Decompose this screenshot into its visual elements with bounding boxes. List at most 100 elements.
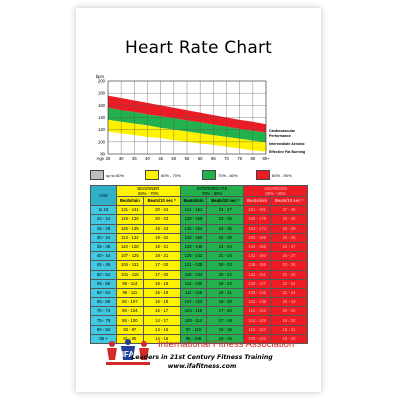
table-body: to 19 121 - 141 20 - 24 141 - 161 24 - 27 161… (89, 205, 309, 345)
table-row: 40 - 44 107 - 125 18 - 21 125 - 142 21 - 24 1… (89, 251, 309, 262)
legend-swatch (90, 170, 104, 180)
age-cell: 60 - 64 (89, 287, 118, 299)
table-row: 65 - 69 92 - 107 15 - 18 107 - 122 18 - 20 12… (89, 297, 309, 308)
rate-cell: 24 - 27 (269, 241, 309, 253)
rate-cell: 14 - 17 (142, 315, 181, 326)
rate-cell: 111 - 126 (179, 287, 208, 299)
legend-item: up to 60% (90, 170, 124, 180)
legend-label: 80% - 90% (272, 172, 292, 178)
rate-cell: 22 - 24 (269, 278, 309, 289)
age-cell: 70 - 74 (89, 306, 118, 317)
rate-cell: 132 - 150 (179, 232, 208, 243)
rate-cell: 118 - 134 (179, 269, 208, 280)
rate-cell: 23 - 26 (269, 260, 309, 271)
age-cell: 80 - 84 (89, 324, 118, 335)
rate-cell: 14 - 16 (142, 324, 181, 335)
rate-cell: 22 - 25 (269, 269, 309, 280)
rate-cell: 113 - 132 (116, 232, 144, 243)
legend-label: up to 60% (106, 172, 125, 178)
heart-rate-table: AGE BEGINNER 60% - 70% INTERMEDIATE 70% … (89, 184, 309, 345)
rate-cell: 19 - 23 (142, 223, 181, 234)
rate-cell: 18 - 21 (142, 241, 181, 253)
y-tick-label-2: 160 (98, 103, 106, 108)
rate-cell: 141 - 161 (179, 205, 208, 216)
table-row: 20 - 24 119 - 139 20 - 23 139 - 158 23 - 26 1… (89, 214, 309, 225)
rate-cell: 101 - 118 (116, 269, 144, 280)
website-url: www.ifafitness.com (167, 363, 237, 370)
intermediate-title: INTERMEDIATE (196, 186, 228, 191)
y-tick-label-5: 100 (98, 139, 106, 144)
rate-cell: 27 - 30 (269, 205, 309, 216)
column-subheader: Beats/10 sec * (206, 195, 245, 207)
rate-cell: 121 - 138 (179, 260, 208, 271)
age-cell: 85 + (89, 333, 118, 345)
rate-cell: 110 - 124 (243, 324, 271, 335)
rate-cell: 14 - 16 (142, 333, 181, 345)
column-subheader: Beats/10 sec * (142, 195, 181, 207)
band-label-0: Cardiovascular (269, 129, 296, 133)
organization-name: International Fitness Association (158, 339, 295, 350)
table-row: 55 - 59 98 - 114 16 - 19 114 - 130 19 - 22 13… (89, 278, 309, 289)
rate-cell: 26 - 30 (269, 214, 309, 225)
rate-cell: 130 - 147 (243, 278, 271, 289)
rate-cell: 150 - 169 (243, 232, 271, 243)
rate-cell: 107 - 122 (179, 297, 208, 308)
beginner-percent: 60% - 70% (138, 191, 159, 196)
legend-label: 60% - 70% (161, 172, 181, 178)
rate-cell: 18 - 21 (269, 324, 309, 335)
legend-label: 70% - 80% (218, 172, 238, 178)
rate-cell: 116 - 135 (116, 223, 144, 234)
rate-cell: 107 - 125 (116, 251, 144, 262)
y-axis-label: bpm (96, 74, 105, 79)
table-row: 60 - 64 95 - 111 16 - 19 111 - 126 19 - 21 12… (89, 287, 309, 299)
rate-cell: 125 - 142 (179, 251, 208, 262)
rate-cell: 104 - 118 (179, 306, 208, 317)
x-tick-label-6: 55 (185, 156, 190, 161)
x-tick-label-2: 35 (132, 156, 137, 161)
x-tick-label-3: 40 (145, 156, 150, 161)
legend-item: 70% - 80% (202, 170, 238, 180)
table-row: 50 - 54 101 - 118 17 - 20 118 - 134 20 - 22 1… (89, 269, 309, 280)
table-row: 45 - 49 104 - 121 17 - 20 121 - 138 20 - 23 1… (89, 260, 309, 271)
plot-frame (107, 80, 267, 155)
x-tick-label-8: 65 (211, 156, 216, 161)
rate-cell: 122 - 138 (243, 297, 271, 308)
rate-cell: 24 - 27 (206, 205, 245, 216)
rate-cell: 16 - 18 (206, 324, 245, 335)
rate-cell: 25 - 28 (269, 232, 309, 243)
rate-cell: 21 - 24 (206, 241, 245, 253)
rate-cell: 17 - 20 (142, 269, 181, 280)
rate-cell: 16 - 18 (206, 333, 245, 345)
legend-item: 80% - 90% (256, 170, 292, 180)
x-tick-label-10: 75 (237, 156, 242, 161)
rate-cell: 19 - 21 (206, 287, 245, 299)
advanced-title: ADVANCED (264, 186, 288, 191)
rate-cell: 15 - 17 (142, 306, 181, 317)
rate-cell: 17 - 19 (206, 315, 245, 326)
rate-cell: 26 - 29 (269, 223, 309, 234)
rate-cell: 100 - 114 (179, 315, 208, 326)
rate-cell: 158 - 178 (243, 214, 271, 225)
logo-text: IFA (122, 350, 135, 359)
age-cell: 30 - 34 (89, 232, 118, 243)
column-subheader: Beats/min (179, 195, 208, 207)
intermediate-percent: 70% - 80% (201, 191, 223, 196)
column-subheader: Beats/10 sec * (269, 195, 309, 207)
table-row: 30 - 34 113 - 132 19 - 22 132 - 150 22 - 25 1… (89, 232, 309, 243)
rate-cell: 135 - 154 (179, 223, 208, 234)
x-tick-label-1: 30 (119, 156, 124, 161)
age-cell: 55 - 59 (89, 278, 118, 289)
rate-cell: 17 - 20 (206, 306, 245, 317)
rate-cell: 16 - 19 (142, 287, 181, 299)
rate-cell: 118 - 133 (243, 306, 271, 317)
y-tick-label-0: 200 (98, 79, 106, 84)
rate-cell: 23 - 26 (206, 214, 245, 225)
age-header: AGE (89, 184, 118, 207)
rate-cell: 19 - 22 (206, 278, 245, 289)
advanced-percent: 80% - 90% (265, 191, 286, 196)
band-label-3: Effective Fat Burning (269, 150, 305, 154)
rate-cell: 15 - 18 (142, 297, 181, 308)
legend-swatch (202, 170, 216, 180)
rate-cell: 134 - 151 (243, 269, 271, 280)
